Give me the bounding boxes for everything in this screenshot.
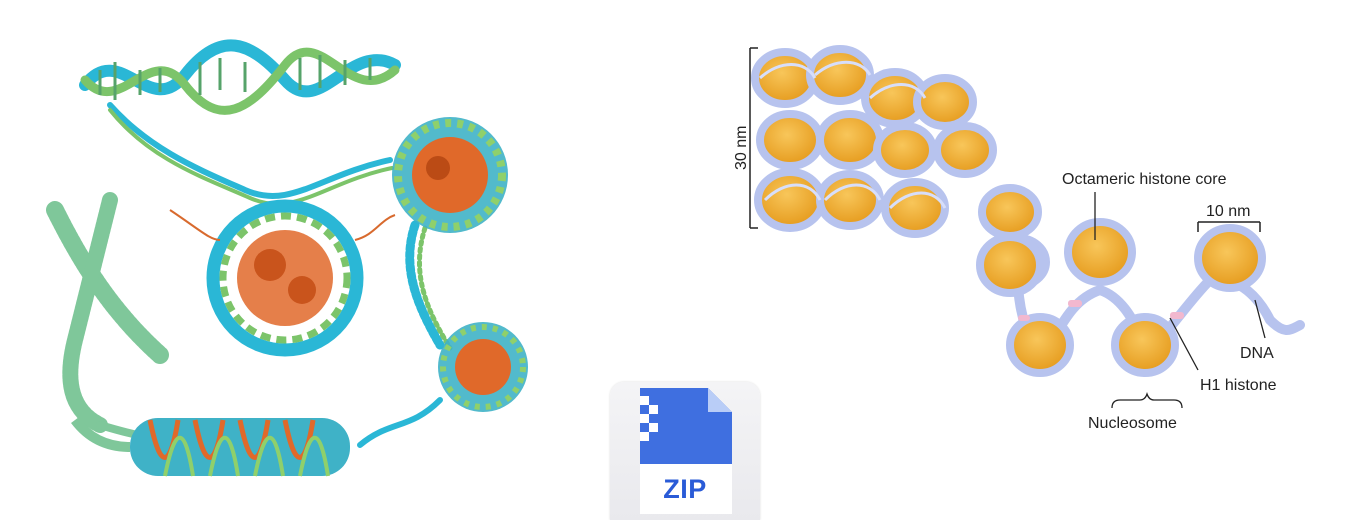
- label-dna: DNA: [1240, 345, 1274, 362]
- label-30nm: 30 nm: [733, 126, 750, 170]
- double-helix: [79, 39, 401, 115]
- zip-file-tile[interactable]: ZIP: [610, 382, 760, 520]
- nucleosome-top-right: [392, 117, 508, 233]
- chromosome: [46, 192, 169, 441]
- label-10nm: 10 nm: [1206, 203, 1250, 220]
- beads-on-string: [976, 218, 1305, 377]
- linker-dna: [107, 102, 453, 448]
- file-type-label: ZIP: [663, 474, 707, 504]
- dna-packaging-illustration: [46, 39, 528, 477]
- nucleosome-small: [438, 322, 528, 412]
- scale-bracket-30nm: [749, 47, 758, 229]
- label-nucleosome: Nucleosome: [1088, 415, 1177, 432]
- chromatin-structure-diagram: 30 nm: [733, 45, 1305, 432]
- label-h1-histone: H1 histone: [1200, 377, 1277, 394]
- nucleosome-large: [169, 199, 396, 357]
- label-octameric-core: Octameric histone core: [1062, 171, 1227, 188]
- zip-file-icon: [640, 388, 732, 514]
- chromatin-fiber: [71, 416, 350, 477]
- scale-bracket-10nm: [1197, 221, 1261, 232]
- pointer-lines: [1094, 192, 1266, 409]
